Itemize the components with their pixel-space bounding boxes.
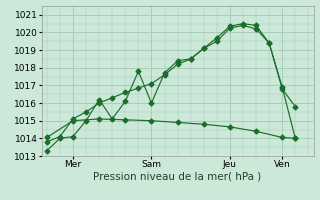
X-axis label: Pression niveau de la mer( hPa ): Pression niveau de la mer( hPa ) [93,172,262,182]
